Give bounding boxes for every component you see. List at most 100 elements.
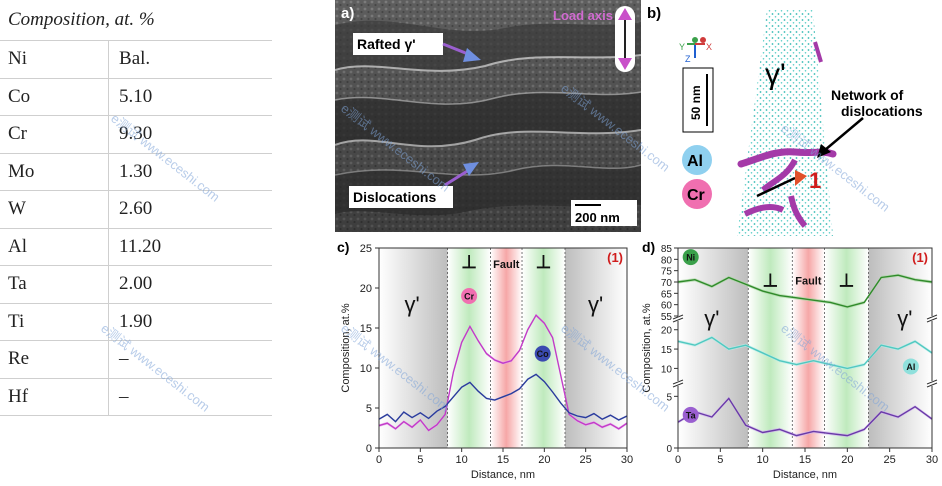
- table-row: Ni Bal.: [0, 40, 272, 78]
- x-tick-label: 15: [497, 454, 509, 466]
- series-line-co: [378, 373, 628, 423]
- x-tick-label: 25: [580, 454, 592, 466]
- table-row: Mo 1.30: [0, 152, 272, 191]
- y-tick-label: 20: [661, 326, 673, 337]
- apt-tip-volume: [737, 10, 833, 236]
- x-axis-label: Distance, nm: [471, 469, 535, 481]
- axis-break-mark: [672, 314, 684, 320]
- y-tick-label: 70: [661, 278, 673, 289]
- y-tick-label: 25: [360, 243, 372, 255]
- y-tick-label: 55: [661, 312, 673, 323]
- series-line-ta: [677, 397, 933, 437]
- x-tick-label: 5: [717, 454, 723, 466]
- element-cell: Mo: [0, 152, 109, 191]
- panel-a-label: a): [341, 5, 354, 22]
- table-row: Cr 9.30: [0, 115, 272, 153]
- chart-marker: (1): [912, 250, 928, 265]
- value-cell: –: [108, 377, 272, 416]
- axis-break-mark: [926, 379, 938, 385]
- element-cell: Hf: [0, 377, 109, 416]
- svg-text:Y: Y: [679, 42, 685, 52]
- value-cell: 9.30: [108, 115, 272, 153]
- series-label-al-icon: [902, 358, 919, 375]
- x-tick-label: 0: [675, 454, 681, 466]
- axis-break: [927, 316, 937, 321]
- gamma-prime-label: γ': [765, 58, 786, 91]
- region-dislocation-right: [824, 248, 869, 448]
- panel-d-label: d): [642, 239, 655, 255]
- region-label-dislocation: ⊥: [762, 271, 778, 291]
- y-tick-label: 85: [661, 244, 673, 255]
- axis-break-mark: [672, 382, 684, 388]
- axis-break-mark: [672, 317, 684, 323]
- element-cell: Al: [0, 227, 109, 266]
- y-tick-label: 5: [666, 392, 672, 403]
- axis-break: [673, 381, 683, 386]
- y-axis-label: Composition, at.%: [340, 303, 352, 392]
- y-axis-label: Composition, at.%: [641, 303, 653, 392]
- region-label-gamma-prime: γ': [704, 306, 719, 331]
- x-tick-label: 10: [757, 454, 769, 466]
- value-cell: 2.00: [108, 265, 272, 303]
- axis-break: [927, 381, 937, 386]
- table-row: Ta 2.00: [0, 265, 272, 303]
- region-label-gamma-prime: γ': [588, 292, 603, 317]
- y-tick-label: 0: [666, 444, 672, 455]
- series-label-ta: Ta: [686, 410, 697, 420]
- value-cell: 1.90: [108, 302, 272, 341]
- element-cell: Ni: [0, 40, 109, 78]
- x-tick-label: 20: [841, 454, 853, 466]
- region-1-arrow: [795, 170, 807, 186]
- table-row: W 2.60: [0, 190, 272, 228]
- svg-text:X: X: [706, 42, 712, 52]
- dislocations-arrow: [444, 168, 470, 187]
- element-cell: Cr: [0, 115, 109, 153]
- load-axis-label: Load axis: [553, 8, 613, 23]
- y-tick-label: 5: [366, 403, 372, 415]
- element-cell: Re: [0, 340, 109, 378]
- element-cell: W: [0, 190, 109, 228]
- region-dislocation-left: [748, 248, 793, 448]
- x-tick-label: 30: [926, 454, 938, 466]
- y-tick-label: 65: [661, 289, 673, 300]
- x-tick-label: 15: [799, 454, 811, 466]
- panel-b-label: b): [647, 5, 661, 22]
- axis-break-mark: [926, 317, 938, 323]
- table-row: Al 11.20: [0, 227, 272, 266]
- region-label-gamma-prime: γ': [404, 292, 419, 317]
- network-label-line2: dislocations: [841, 103, 923, 119]
- axis-break-mark: [672, 379, 684, 385]
- series-label-co-icon: [534, 345, 551, 362]
- svg-text:200 nm: 200 nm: [575, 210, 620, 225]
- y-tick-label: 10: [360, 363, 372, 375]
- dislocations-label: Dislocations: [353, 189, 436, 205]
- chart-c: c) 0 5 10 15 20 25 0 5 10 15 20 25 30 Distance, nm Comp…: [337, 239, 633, 481]
- y-tick-label: 10: [661, 364, 673, 375]
- region-fault: [490, 248, 523, 448]
- panel-a-micrograph: a) Load axis Rafted γ' Dislocations 200 …: [335, 0, 641, 232]
- series-label-ni: Ni: [686, 253, 695, 263]
- value-cell: 2.60: [108, 190, 272, 228]
- region-label-fault: Fault: [795, 275, 822, 287]
- series-label-cr: Cr: [464, 292, 474, 302]
- value-cell: Bal.: [108, 40, 272, 78]
- axis-break: [673, 316, 683, 321]
- region-1-marker: 1: [809, 168, 821, 193]
- x-tick-label: 0: [376, 454, 382, 466]
- region-gamma-prime-left: [379, 248, 448, 448]
- value-cell: 1.30: [108, 152, 272, 191]
- svg-text:Z: Z: [685, 54, 691, 64]
- region-label-gamma-prime: γ': [897, 306, 912, 331]
- series-line-al: [677, 336, 933, 370]
- x-tick-label: 20: [538, 454, 550, 466]
- element-cell: Ti: [0, 302, 109, 341]
- value-cell: 11.20: [108, 227, 272, 266]
- region-label-fault: Fault: [493, 259, 520, 271]
- y-tick-label: 60: [661, 301, 673, 312]
- y-tick-label: 75: [661, 267, 673, 278]
- svg-text:50 nm: 50 nm: [689, 85, 703, 120]
- chart-marker: (1): [607, 250, 623, 265]
- svg-text:Al: Al: [687, 153, 703, 170]
- series-line-ni: [677, 274, 933, 308]
